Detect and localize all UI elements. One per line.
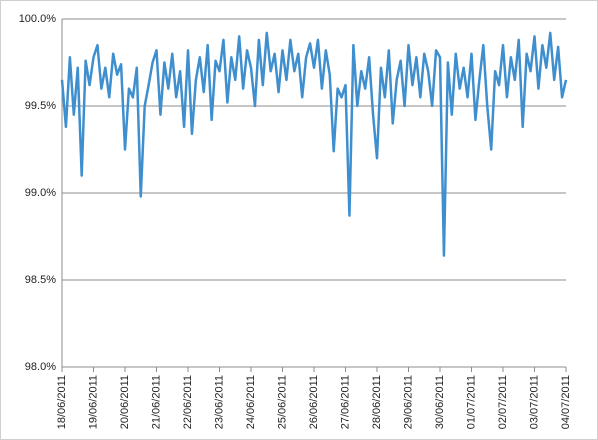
x-tick-label: 26/06/2011: [308, 375, 320, 429]
y-tick-label: 99.5%: [25, 100, 56, 112]
x-tick-label: 27/06/2011: [339, 375, 351, 429]
x-tick-label: 25/06/2011: [276, 375, 288, 429]
y-tick-label: 98.5%: [25, 274, 56, 286]
x-tick-label: 02/07/2011: [497, 375, 509, 429]
x-tick-label: 24/06/2011: [245, 375, 257, 429]
x-tick-label: 19/06/2011: [87, 375, 99, 429]
data-line: [60, 31, 568, 257]
x-tick-label: 01/07/2011: [465, 375, 477, 429]
x-tick-label: 22/06/2011: [182, 375, 194, 429]
x-tick-label: 21/06/2011: [150, 375, 162, 429]
y-tick-label: 100.0%: [19, 13, 57, 25]
x-tick-label: 30/06/2011: [434, 375, 446, 429]
x-tick-label: 29/06/2011: [402, 375, 414, 429]
x-tick-label: 18/06/2011: [56, 375, 68, 429]
x-tick-label: 20/06/2011: [119, 375, 131, 429]
x-tick-label: 23/06/2011: [213, 375, 225, 429]
x-tick-label: 28/06/2011: [371, 375, 383, 429]
x-tick-label: 03/07/2011: [528, 375, 540, 429]
x-tick-label: 04/07/2011: [560, 375, 572, 429]
y-tick-label: 98.0%: [25, 361, 56, 373]
y-tick-label: 99.0%: [25, 187, 56, 199]
